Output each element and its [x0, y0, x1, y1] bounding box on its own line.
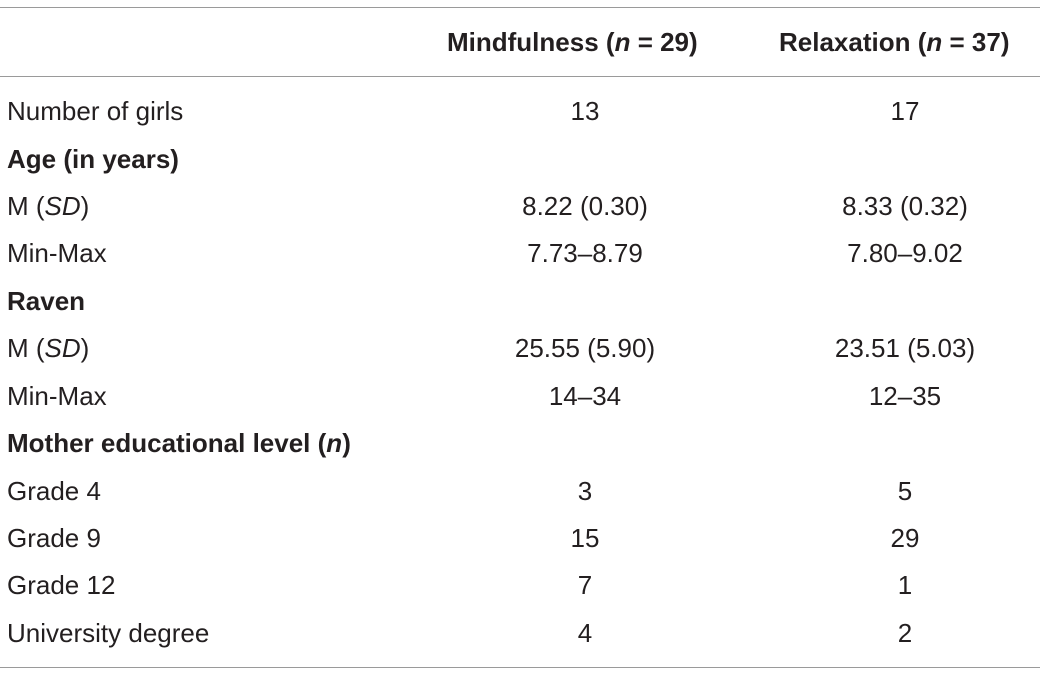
column-header-mindfulness-name: Mindfulness: [447, 27, 599, 57]
row-label: Grade 4: [7, 476, 101, 506]
section-label-italic: n: [326, 428, 343, 458]
table-row-number-of-girls: Number of girls 13 17: [0, 95, 1040, 127]
section-label-suffix: ): [342, 428, 351, 458]
row-label-suffix: ): [80, 333, 90, 363]
relaxation-value: 7.80–9.02: [847, 238, 963, 268]
row-label-italic: SD: [44, 191, 81, 221]
row-label: Grade 9: [7, 523, 101, 553]
section-label-prefix: Mother educational level (: [7, 428, 327, 458]
row-label: Min-Max: [7, 381, 107, 411]
mindfulness-value: 7.73–8.79: [527, 238, 643, 268]
mindfulness-value: 7: [577, 570, 593, 600]
relaxation-value: 12–35: [868, 381, 942, 411]
section-heading-raven: Raven: [0, 285, 1040, 317]
table-row-grade-12: Grade 12 7 1: [0, 569, 1040, 601]
column-header-mindfulness: Mindfulness (n = 29): [447, 27, 698, 57]
relaxation-value: 8.33 (0.32): [842, 191, 968, 221]
table-header-rule: [0, 76, 1040, 77]
mindfulness-value: 25.55 (5.90): [514, 333, 656, 363]
table-row-age-mean-sd: M (SD) 8.22 (0.30) 8.33 (0.32): [0, 190, 1040, 222]
mindfulness-value: 13: [570, 96, 600, 126]
table-row-grade-9: Grade 9 15 29: [0, 522, 1040, 554]
table-row-grade-4: Grade 4 3 5: [0, 475, 1040, 507]
row-label-prefix: M (: [7, 191, 45, 221]
table-row-age-min-max: Min-Max 7.73–8.79 7.80–9.02: [0, 237, 1040, 269]
section-label: Raven: [7, 286, 86, 316]
section-label: Age (in years): [7, 144, 179, 174]
mindfulness-value: 15: [570, 523, 600, 553]
table-bottom-rule: [0, 667, 1040, 668]
table-row-raven-mean-sd: M (SD) 25.55 (5.90) 23.51 (5.03): [0, 332, 1040, 364]
column-header-relaxation-n-symbol: n: [926, 27, 943, 57]
row-label: Grade 12: [7, 570, 116, 600]
table-row-university-degree: University degree 4 2: [0, 617, 1040, 649]
row-label: University degree: [7, 618, 210, 648]
relaxation-value: 29: [890, 523, 920, 553]
mindfulness-value: 3: [577, 476, 593, 506]
section-heading-mother-education: Mother educational level (n): [0, 427, 1040, 459]
column-header-relaxation-n-value: = 37): [942, 27, 1010, 57]
mindfulness-value: 14–34: [548, 381, 622, 411]
relaxation-value: 5: [897, 476, 913, 506]
row-label: Min-Max: [7, 238, 107, 268]
section-label: Mother educational level (n): [7, 427, 351, 459]
row-label: M (SD): [7, 190, 89, 222]
relaxation-value: 2: [897, 618, 913, 648]
column-header-relaxation-n-open: (: [917, 27, 927, 57]
column-header-relaxation-name: Relaxation: [779, 27, 911, 57]
table-top-rule: [0, 7, 1040, 8]
table-row-raven-min-max: Min-Max 14–34 12–35: [0, 380, 1040, 412]
section-heading-age: Age (in years): [0, 143, 1040, 175]
mindfulness-value: 8.22 (0.30): [522, 191, 648, 221]
row-label: M (SD): [7, 332, 89, 364]
column-header-mindfulness-n-symbol: n: [614, 27, 631, 57]
relaxation-value: 23.51 (5.03): [834, 333, 976, 363]
row-label-suffix: ): [80, 191, 90, 221]
column-header-mindfulness-n-value: = 29): [630, 27, 698, 57]
column-header-relaxation: Relaxation (n = 37): [779, 27, 1010, 57]
row-label-italic: SD: [44, 333, 81, 363]
mindfulness-value: 4: [577, 618, 593, 648]
column-header-mindfulness-n-open: (: [605, 27, 615, 57]
relaxation-value: 17: [890, 96, 920, 126]
row-label-prefix: M (: [7, 333, 45, 363]
row-label: Number of girls: [7, 96, 184, 126]
relaxation-value: 1: [897, 570, 913, 600]
